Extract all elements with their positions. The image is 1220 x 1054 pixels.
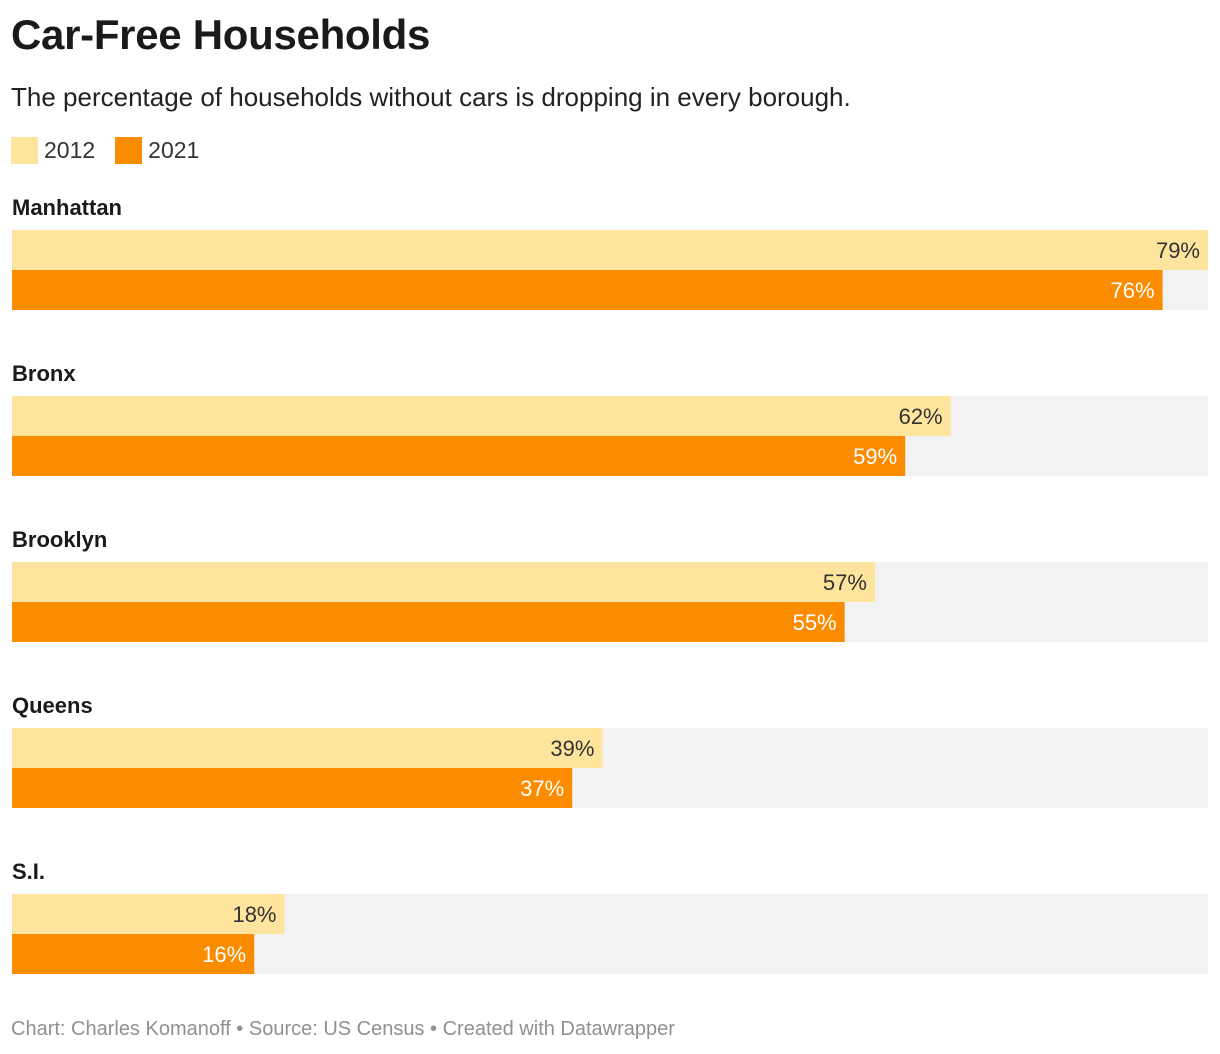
value-label-manhattan-2021: 76% — [1111, 278, 1155, 303]
legend-item-2012: 2012 — [11, 136, 95, 164]
value-label-s-i-2012: 18% — [232, 902, 276, 927]
legend-label-2021: 2021 — [148, 137, 200, 163]
bar-bronx-2021 — [12, 436, 906, 476]
category-label-manhattan: Manhattan — [12, 195, 122, 220]
value-label-brooklyn-2021: 55% — [793, 610, 837, 635]
value-label-queens-2021: 37% — [520, 776, 564, 801]
category-label-brooklyn: Brooklyn — [12, 527, 107, 552]
bar-s-i-2021 — [12, 934, 255, 974]
chart-subtitle: The percentage of households without car… — [11, 82, 851, 112]
bar-queens-2021 — [12, 768, 573, 808]
legend-swatch-2012 — [11, 136, 38, 164]
bar-manhattan-2021 — [12, 270, 1163, 310]
category-label-queens: Queens — [12, 693, 93, 718]
bar-s-i-2012 — [12, 894, 285, 934]
value-label-brooklyn-2012: 57% — [823, 570, 867, 595]
legend: 2012 2021 — [11, 136, 219, 164]
value-label-bronx-2021: 59% — [853, 444, 897, 469]
legend-item-2021: 2021 — [115, 136, 199, 164]
bar-manhattan-2012 — [12, 230, 1208, 270]
legend-swatch-2021 — [115, 136, 143, 164]
bar-queens-2012 — [12, 728, 603, 768]
category-label-bronx: Bronx — [12, 361, 76, 386]
bar-brooklyn-2012 — [12, 562, 875, 602]
value-label-bronx-2012: 62% — [899, 404, 943, 429]
chart-footer: Chart: Charles Komanoff • Source: US Cen… — [11, 1018, 675, 1040]
value-label-s-i-2021: 16% — [202, 942, 246, 967]
chart-title: Car-Free Households — [11, 11, 431, 58]
legend-label-2012: 2012 — [44, 137, 96, 163]
value-label-queens-2012: 39% — [550, 736, 594, 761]
category-label-s-i: S.I. — [12, 859, 45, 884]
bar-bronx-2012 — [12, 396, 951, 436]
value-label-manhattan-2012: 79% — [1156, 238, 1200, 263]
bar-brooklyn-2021 — [12, 602, 845, 642]
